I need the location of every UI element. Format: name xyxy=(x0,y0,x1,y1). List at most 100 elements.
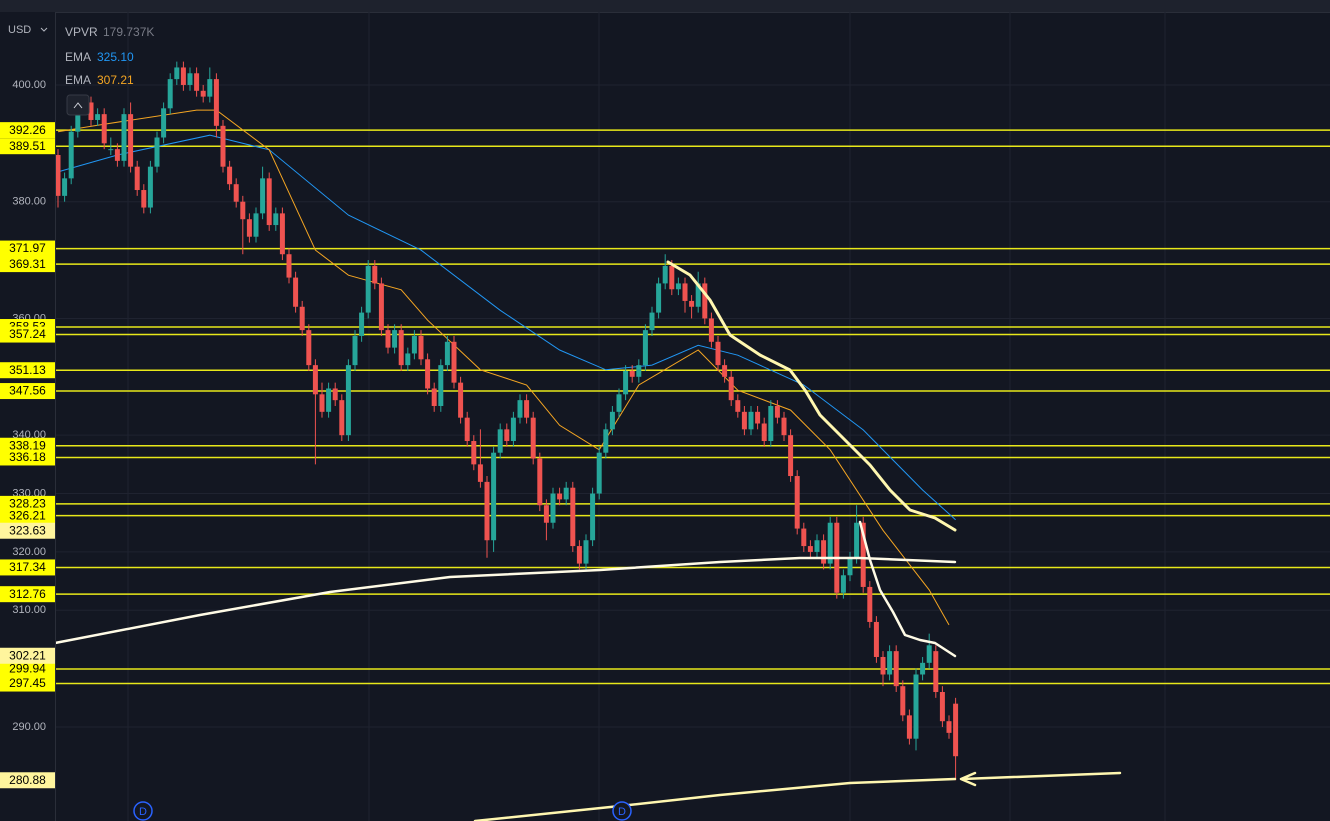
candle-body xyxy=(847,557,853,576)
candle-body xyxy=(378,283,384,331)
candle-body xyxy=(385,330,391,348)
candle-body xyxy=(372,265,378,284)
candle-body xyxy=(590,493,596,541)
candle-body xyxy=(477,464,483,482)
level-label: 312.76 xyxy=(9,587,46,601)
candle-body xyxy=(319,394,325,412)
level-label-box xyxy=(0,326,55,343)
ema-line xyxy=(57,109,950,626)
candle-body xyxy=(306,330,312,366)
candle-body xyxy=(887,651,893,675)
candle-body xyxy=(636,365,642,377)
candle-body xyxy=(246,219,252,237)
event-markers: D D xyxy=(133,801,632,821)
level-label: 392.26 xyxy=(9,123,46,137)
level-label-box xyxy=(0,559,55,576)
event-label: D xyxy=(618,806,626,818)
candle-body xyxy=(840,575,846,593)
y-tick-label: 290.00 xyxy=(12,721,46,733)
candle-body xyxy=(715,341,721,366)
candle-body xyxy=(273,213,279,226)
level-label-box xyxy=(0,507,55,524)
candle-body xyxy=(550,493,556,523)
candle-body xyxy=(893,651,899,687)
level-label: 336.18 xyxy=(9,450,46,464)
level-label: 338.19 xyxy=(9,438,46,452)
candle-body xyxy=(603,429,609,453)
candle-body xyxy=(695,283,701,307)
candle-body xyxy=(801,528,807,547)
level-label-box xyxy=(0,138,55,155)
level-label-box xyxy=(0,362,55,379)
level-label-box xyxy=(0,256,55,273)
currency-chevron[interactable] xyxy=(40,27,48,32)
currency[interactable]: USD xyxy=(8,24,31,36)
candle-body xyxy=(741,411,747,430)
level-label-box xyxy=(0,586,55,603)
candle-body xyxy=(418,335,424,360)
candle-body xyxy=(491,452,497,541)
trend-curve xyxy=(53,556,957,645)
ema-line xyxy=(57,134,956,521)
candle-body xyxy=(537,458,543,506)
legend-name: VPVR xyxy=(65,25,98,39)
candle-body xyxy=(642,330,648,366)
candle-body xyxy=(926,645,932,663)
candle-body xyxy=(438,365,444,406)
candle-body xyxy=(154,137,160,167)
candle-body xyxy=(497,429,503,453)
candle-body xyxy=(253,213,259,237)
trend-curve xyxy=(666,260,957,532)
candle-body xyxy=(174,67,180,80)
candle-body xyxy=(913,674,919,739)
level-label-box xyxy=(0,661,55,678)
candle-body xyxy=(623,370,629,395)
candle-body xyxy=(425,359,431,389)
candle-body xyxy=(557,493,563,500)
candle-body xyxy=(510,417,516,442)
candle-body xyxy=(748,411,754,430)
candle-body xyxy=(207,79,213,97)
candle-body xyxy=(827,522,833,564)
candle-body xyxy=(326,388,332,412)
candle-body xyxy=(576,546,582,564)
event-label: D xyxy=(139,806,147,818)
candle-body xyxy=(682,283,688,301)
collapse-icon[interactable] xyxy=(73,102,83,109)
candle-body xyxy=(774,405,780,418)
candle-body xyxy=(755,411,761,424)
level-label-box xyxy=(0,240,55,257)
candle-body xyxy=(570,487,576,547)
candles xyxy=(55,61,959,781)
candle-body xyxy=(141,190,147,208)
event-marker[interactable] xyxy=(133,801,153,821)
legend: VPVR 179.737K EMA 325.10 EMA 307.21 xyxy=(65,25,154,116)
candle-body xyxy=(583,540,589,564)
candle-body xyxy=(444,341,450,366)
candle-body xyxy=(484,481,490,541)
candle-body xyxy=(312,365,318,395)
candle-body xyxy=(180,67,186,85)
candle-body xyxy=(161,108,167,138)
candle-body xyxy=(656,283,662,313)
candle-body xyxy=(134,166,140,191)
candle-body xyxy=(352,335,358,366)
candle-body xyxy=(55,155,61,196)
candle-body xyxy=(728,376,734,401)
collapse-button[interactable] xyxy=(66,94,90,116)
level-label-box xyxy=(0,675,55,692)
trend-curve xyxy=(473,777,957,821)
candle-body xyxy=(708,318,714,342)
candle-body xyxy=(735,400,741,412)
candle-body xyxy=(464,417,470,442)
event-marker[interactable] xyxy=(612,801,632,821)
legend-value: 307.21 xyxy=(97,73,134,87)
candle-body xyxy=(530,417,536,459)
candle-body xyxy=(662,265,668,284)
legend-name: EMA xyxy=(65,73,91,87)
candle-body xyxy=(900,686,906,716)
candle-body xyxy=(240,201,246,220)
price-label-box xyxy=(0,522,55,539)
